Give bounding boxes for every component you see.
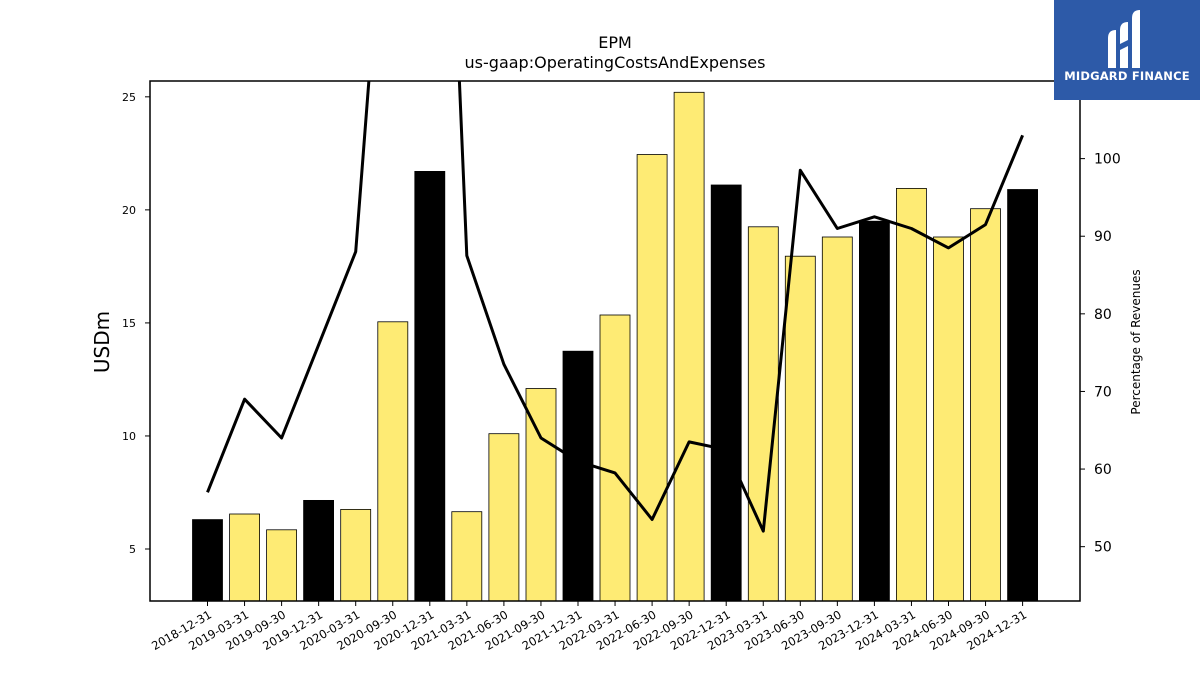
bar <box>821 236 853 602</box>
bar <box>229 513 261 602</box>
bar <box>562 350 594 602</box>
bar <box>303 499 335 602</box>
y2-axis-label: Percentage of Revenues <box>1129 269 1143 414</box>
y-axis-label: USDm <box>90 311 114 373</box>
y2-tick-label: 90 <box>1094 229 1112 245</box>
bar <box>266 529 298 602</box>
bar <box>896 187 927 602</box>
y2-tick-label: 50 <box>1094 540 1112 556</box>
bar <box>525 388 557 602</box>
bar <box>340 508 372 602</box>
bar <box>1007 189 1038 602</box>
x-axis: 2018-12-312019-03-312019-09-302019-12-31… <box>149 601 1029 653</box>
logo-mark-icon <box>1108 10 1140 68</box>
bar <box>710 184 742 602</box>
chart-title: EPM <box>598 33 632 52</box>
bar <box>747 226 779 602</box>
percentage-line <box>206 81 1024 533</box>
bar <box>933 236 964 602</box>
y2-tick-label: 80 <box>1094 307 1112 323</box>
y-tick-label: 25 <box>122 91 136 104</box>
bar <box>599 314 631 602</box>
bar <box>192 519 223 602</box>
bar <box>414 170 446 602</box>
y-tick-label: 10 <box>122 430 136 443</box>
y-tick-label: 5 <box>129 543 136 556</box>
bar <box>636 154 668 602</box>
bar <box>673 91 705 602</box>
chart-subtitle: us-gaap:OperatingCostsAndExpenses <box>465 53 766 72</box>
line-series <box>206 81 1024 533</box>
y-tick-label: 20 <box>122 204 136 217</box>
y2-tick-label: 60 <box>1094 462 1112 478</box>
bar <box>488 433 520 602</box>
y2-tick-label: 70 <box>1094 384 1112 400</box>
bar <box>784 255 816 602</box>
left-axis: 5 10 15 20 25 <box>122 91 150 556</box>
y-tick-label: 15 <box>122 317 136 330</box>
y2-tick-label: 100 <box>1094 152 1121 168</box>
bar <box>451 511 483 602</box>
logo-text: MIDGARD FINANCE <box>1064 69 1190 83</box>
bar <box>377 321 409 602</box>
bar-series <box>192 91 1038 602</box>
brand-logo: MIDGARD FINANCE <box>1054 0 1200 100</box>
bar <box>859 220 890 602</box>
bar <box>970 208 1001 602</box>
right-axis: 50 60 70 80 90 100 <box>1080 152 1121 556</box>
